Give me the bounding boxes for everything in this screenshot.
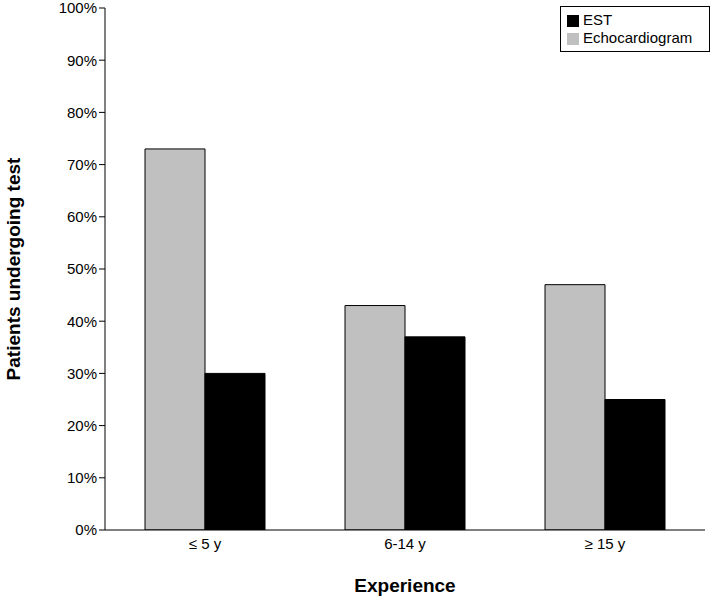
svg-text:30%: 30%: [67, 365, 97, 382]
svg-text:Patients undergoing test: Patients undergoing test: [8, 157, 24, 380]
svg-text:10%: 10%: [67, 469, 97, 486]
svg-text:60%: 60%: [67, 208, 97, 225]
svg-text:70%: 70%: [67, 156, 97, 173]
svg-text:≤ 5 y: ≤ 5 y: [189, 535, 222, 552]
svg-text:0%: 0%: [75, 521, 97, 538]
svg-text:50%: 50%: [67, 260, 97, 277]
html-text:Echocardiogram: Echocardiogram: [583, 29, 693, 46]
svg-text:40%: 40%: [67, 313, 97, 330]
svg-text:90%: 90%: [67, 52, 97, 69]
svg-text:Experience: Experience: [354, 575, 455, 596]
svg-text:6-14 y: 6-14 y: [384, 535, 426, 552]
svg-text:20%: 20%: [67, 417, 97, 434]
svg-text:100%: 100%: [59, 0, 97, 16]
svg-text:≥ 15 y: ≥ 15 y: [585, 535, 626, 552]
svg-text:80%: 80%: [67, 104, 97, 121]
html-text:EST: EST: [583, 11, 613, 28]
